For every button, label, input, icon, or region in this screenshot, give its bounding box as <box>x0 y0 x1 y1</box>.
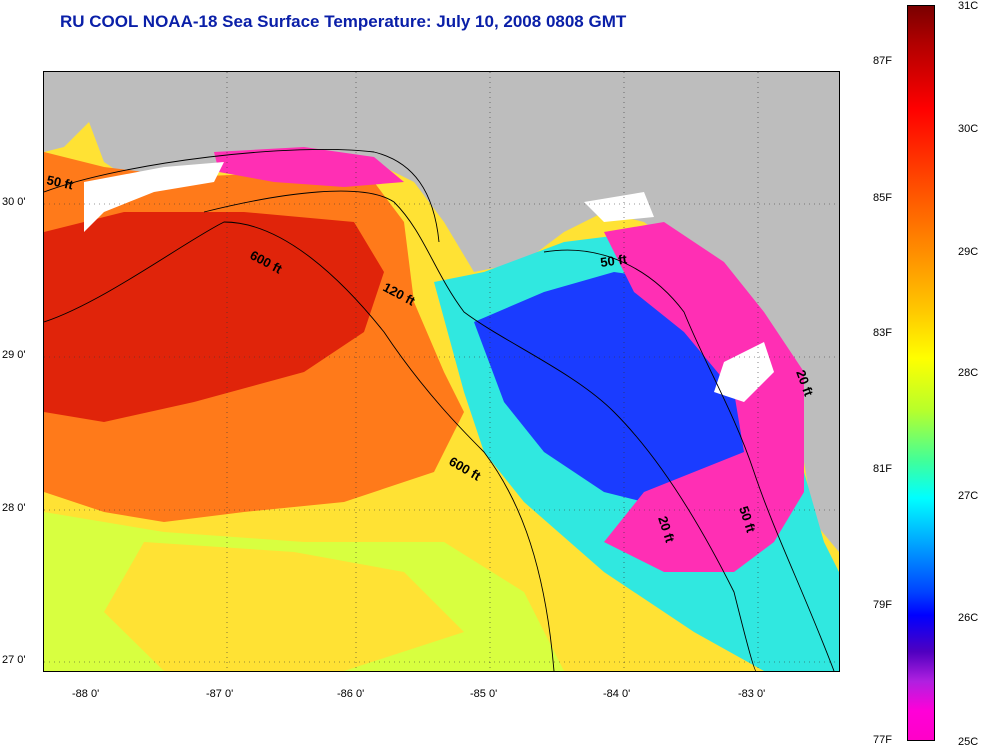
mid-water-region <box>104 542 464 671</box>
longitude-label: -85 0' <box>470 688 498 700</box>
coldest-water-region <box>604 222 804 572</box>
contour-label: 600 ft <box>248 247 286 277</box>
cloud-patch <box>84 162 224 232</box>
latitude-label: 30 0' <box>2 196 26 208</box>
longitude-label: -84 0' <box>603 688 631 700</box>
contour-label: 600 ft <box>447 454 484 484</box>
contour-label: 20 ft <box>793 368 816 399</box>
colorbar-celsius-label: 25C <box>958 736 979 748</box>
colorbar-fahrenheit-label: 87F <box>873 55 892 67</box>
contour-label: 120 ft <box>381 279 419 309</box>
colorbar-fahrenheit-label: 83F <box>873 327 892 339</box>
longitude-label: -88 0' <box>72 688 100 700</box>
longitude-label: -86 0' <box>337 688 365 700</box>
colorbar-fahrenheit-label: 81F <box>873 463 892 475</box>
colorbar-fahrenheit-label: 77F <box>873 734 892 746</box>
land-mass <box>44 72 839 552</box>
coastal-cold-patch <box>214 147 404 187</box>
contour-label: 50 ft <box>45 172 75 192</box>
colorbar-celsius-label: 30C <box>958 123 979 135</box>
colorbar-celsius-label: 31C <box>958 0 979 12</box>
contour-labels-layer: 50 ft 600 ft 120 ft 600 ft 50 ft 20 ft 5… <box>45 172 816 545</box>
colorbar-celsius-label: 28C <box>958 367 979 379</box>
latitude-label: 27 0' <box>2 654 26 666</box>
temperature-colorbar <box>907 5 935 741</box>
longitude-label: -87 0' <box>206 688 234 700</box>
longitude-label: -83 0' <box>738 688 766 700</box>
contour-label: 20 ft <box>655 514 678 545</box>
latitude-label: 28 0' <box>2 502 26 514</box>
colorbar-celsius-label: 26C <box>958 612 979 624</box>
colorbar-fahrenheit-label: 85F <box>873 192 892 204</box>
colorbar-celsius-label: 27C <box>958 490 979 502</box>
sst-map: 50 ft 600 ft 120 ft 600 ft 50 ft 20 ft 5… <box>43 71 840 672</box>
cloud-patch <box>584 192 654 222</box>
warm-core-region <box>44 212 384 422</box>
contour-label: 50 ft <box>599 251 628 270</box>
sst-map-canvas <box>44 72 839 671</box>
colorbar-celsius-label: 29C <box>958 246 979 258</box>
latitude-label: 29 0' <box>2 349 26 361</box>
contour-label: 50 ft <box>736 504 759 535</box>
map-title: RU COOL NOAA-18 Sea Surface Temperature:… <box>60 12 627 31</box>
colorbar-fahrenheit-label: 79F <box>873 599 892 611</box>
depth-contours <box>44 148 835 671</box>
